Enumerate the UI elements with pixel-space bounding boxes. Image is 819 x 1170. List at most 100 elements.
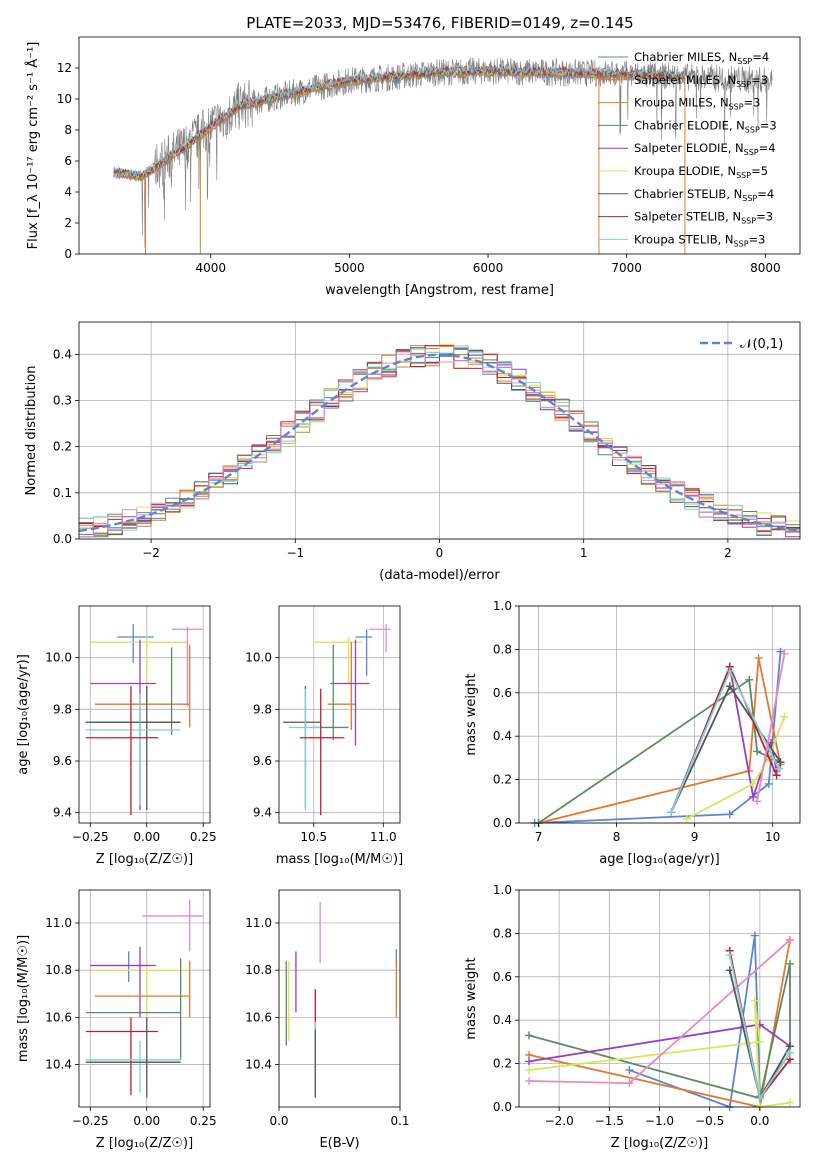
y-tick-label: 10.6 [245,1010,272,1024]
y-tick-label: 4 [64,185,72,199]
y-tick-label: 0.6 [493,970,512,984]
series-line [528,963,791,1100]
x-tick-label: 5000 [334,261,365,275]
y-tick-label: 9.4 [53,806,72,820]
spectrum-ticks: 4000 5000 6000 7000 8000 0 2 4 6 8 10 12 [57,61,781,275]
legend-entry: Kroupa STELIB, NSSP=3 [634,232,765,248]
y-tick-label: 9.6 [253,754,272,768]
mass-vs-Z-ticks: −0.25 0.00 0.25 10.4 10.6 10.8 11.0 [45,916,216,1128]
x-tick-label: 7000 [611,261,642,275]
x-axis-label: Z [log₁₀(Z/Z☉)] [96,852,193,867]
x-axis-label: (data-model)/error [379,568,500,583]
mass-weight-vs-Z-panel: −2.0 −1.5 −1.0 −0.5 0.0 0.0 0.2 0.4 0.6 0.8 1.0 Z [… [464,883,801,1151]
mass-vs-Z-frame [78,889,211,1108]
y-tick-label: 10.0 [45,651,72,665]
x-tick-label: 7 [535,830,543,844]
y-tick-label: 10.4 [45,1058,72,1072]
x-axis-label: Z [log₁₀(Z/Z☉)] [611,1136,708,1151]
data-point [753,797,762,806]
x-tick-label: 0.00 [133,830,160,844]
data-point [774,764,783,773]
x-tick-label: 10 [765,830,780,844]
y-axis-label: Normed distribution [24,366,39,496]
normal-reference-curve [78,353,801,533]
y-axis-label: mass [log₁₀(M/M☉)] [16,935,31,1062]
data-point [525,1076,534,1085]
mass-weight-vs-age-panel: 7 8 9 10 0.0 0.2 0.4 0.6 0.8 1.0 age [log₁₀(age/yr… [464,599,801,867]
data-point [725,951,734,960]
legend-entry: Salpeter ELODIE, NSSP=4 [634,141,776,157]
y-tick-label: 0.4 [53,347,72,361]
x-axis-label: mass [log₁₀(M/M☉)] [276,852,403,867]
age-vs-Z-grid [79,606,210,823]
legend-entry: Kroupa ELODIE, NSSP=5 [634,164,768,180]
x-tick-label: 10.5 [300,830,327,844]
mass-weight-vs-age-grid [519,605,800,824]
series-line [686,716,786,820]
x-tick-label: 8000 [750,261,781,275]
mass-weight-vs-Z-ticks: −2.0 −1.5 −1.0 −0.5 0.0 0.0 0.2 0.4 0.6 0.8 1.0 [493,883,769,1128]
age-vs-mass-frame [278,605,401,824]
y-tick-label: 0.2 [493,773,512,787]
legend-entry: Chabrier STELIB, NSSP=4 [634,187,774,203]
mass-vs-Z-panel: −0.25 0.00 0.25 10.4 10.6 10.8 11.0 Z [log₁₀(Z/… [16,889,217,1151]
mass-vs-EBV-frame [278,889,401,1108]
data-point [780,649,789,658]
y-tick-label: 0.8 [493,642,512,656]
model-spectrum-line [113,67,685,182]
y-tick-label: 0.3 [53,393,72,407]
y-axis-label: mass weight [464,673,479,755]
data-point [755,1037,764,1046]
y-tick-label: 0.4 [493,1013,512,1027]
y-tick-label: 0.0 [53,532,72,546]
data-point [772,771,781,780]
mass-weight-vs-age-ticks: 7 8 9 10 0.0 0.2 0.4 0.6 0.8 1.0 [493,599,780,844]
y-tick-label: 1.0 [493,599,512,613]
x-tick-label: 0.0 [750,1114,769,1128]
mass-vs-EBV-plot [285,901,398,1098]
age-vs-Z-panel: −0.25 0.00 0.25 9.4 9.6 9.8 10.0 Z [log₁₀(Z/Z☉)… [16,605,217,867]
legend-entry: Chabrier MILES, NSSP=4 [634,50,769,66]
x-tick-label: −1.0 [645,1114,674,1128]
x-tick-label: 0.25 [190,830,217,844]
x-tick-label: −1 [286,546,304,560]
mass-vs-Z-grid [79,890,210,1107]
x-tick-label: 8 [613,830,621,844]
age-vs-mass-plot [283,624,391,816]
spectrum-legend: Chabrier MILES, NSSP=4 Salpeter MILES, NS… [598,50,777,248]
y-tick-label: 0.1 [53,486,72,500]
y-axis-label: age [log₁₀(age/yr)] [16,654,31,775]
x-tick-label: 2 [724,546,732,560]
spectrum-plot [113,57,773,254]
y-tick-label: 0.6 [493,686,512,700]
data-point [785,935,794,944]
x-tick-label: 6000 [473,261,504,275]
data-point [750,931,759,940]
x-tick-label: −0.25 [72,830,109,844]
mass-weight-vs-Z-plot [525,931,794,1111]
data-point [725,682,734,691]
data-point [750,996,759,1005]
data-point [754,654,763,663]
data-point [625,1066,634,1075]
x-tick-label: 0.1 [390,1114,409,1128]
data-point [745,675,754,684]
spectrum-frame [78,36,801,255]
age-vs-mass-panel: 10.5 11.0 9.4 9.6 9.8 10.0 mass [log₁₀(M/M☉)] [245,605,403,867]
y-tick-label: 0.0 [493,1100,512,1114]
y-tick-label: 0.2 [53,440,72,454]
legend-entry: Kroupa MILES, NSSP=3 [634,96,760,112]
data-point [749,792,758,801]
data-point [525,1057,534,1066]
age-vs-mass-ticks: 10.5 11.0 9.4 9.6 9.8 10.0 [245,651,396,844]
y-tick-label: 0.0 [493,816,512,830]
y-tick-label: 10.6 [45,1010,72,1024]
y-tick-label: 9.4 [253,806,272,820]
y-tick-label: 11.0 [45,916,72,930]
x-tick-label: −2 [142,546,160,560]
x-tick-label: 0.0 [269,1114,288,1128]
data-point [625,1079,634,1088]
x-axis-label: Z [log₁₀(Z/Z☉)] [96,1136,193,1151]
legend-entry: Salpeter MILES, NSSP=3 [634,73,768,89]
mass-weight-vs-age-frame [518,605,801,824]
